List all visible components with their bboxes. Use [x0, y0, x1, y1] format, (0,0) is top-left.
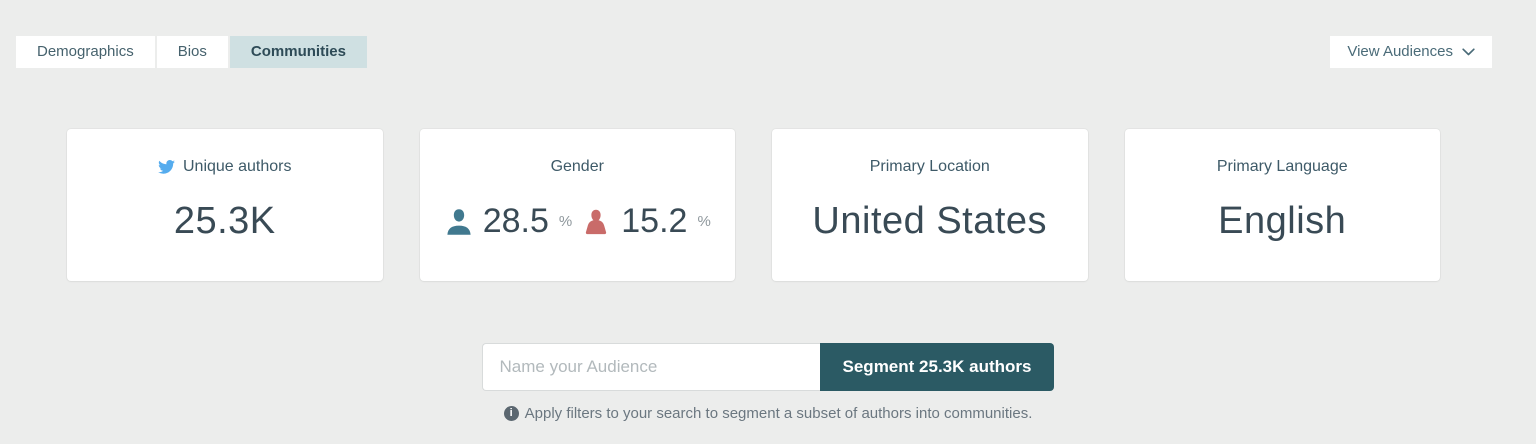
unique-authors-title-row: Unique authors: [158, 158, 292, 176]
audience-name-input[interactable]: [481, 343, 820, 391]
male-person-icon: [444, 206, 474, 237]
primary-language-card: Primary Language English: [1124, 129, 1440, 281]
primary-location-card: Primary Location United States: [772, 129, 1088, 281]
gender-card: Gender 28.5 %: [419, 129, 735, 281]
female-stat: 15.2 %: [582, 202, 711, 241]
primary-language-title: Primary Language: [1216, 158, 1348, 175]
segment-info-text: Apply filters to your search to segment …: [524, 405, 1033, 422]
segment-authors-button[interactable]: Segment 25.3K authors: [819, 343, 1055, 391]
segment-form: Segment 25.3K authors: [0, 343, 1536, 391]
primary-location-value: United States: [812, 200, 1048, 242]
unique-authors-label: Unique authors: [182, 158, 292, 175]
top-bar: Demographics Bios Communities View Audie…: [0, 0, 1536, 68]
tab-group: Demographics Bios Communities: [16, 36, 367, 68]
unique-authors-value: 25.3K: [173, 200, 276, 242]
stat-cards-row: Unique authors 25.3K Gender 28.5 %: [0, 129, 1536, 281]
twitter-icon: [158, 160, 175, 174]
tab-demographics[interactable]: Demographics: [16, 36, 155, 68]
primary-language-value: English: [1218, 200, 1347, 242]
male-percentage: 28.5: [482, 202, 549, 240]
male-stat: 28.5 %: [444, 202, 573, 241]
female-person-icon: [582, 206, 612, 237]
tab-bios[interactable]: Bios: [156, 36, 228, 68]
female-percentage: 15.2: [621, 202, 688, 240]
chevron-down-icon: [1462, 48, 1475, 56]
gender-values-row: 28.5 % 15.2 %: [444, 202, 711, 241]
unique-authors-card: Unique authors 25.3K: [67, 129, 383, 281]
info-icon: i: [503, 406, 519, 421]
male-percent-sign: %: [558, 213, 573, 230]
tab-communities[interactable]: Communities: [229, 36, 367, 68]
gender-title: Gender: [550, 158, 604, 175]
view-audiences-button[interactable]: View Audiences: [1330, 36, 1492, 68]
segment-info-row: i Apply filters to your search to segmen…: [0, 405, 1536, 422]
view-audiences-label: View Audiences: [1347, 43, 1453, 60]
female-percent-sign: %: [697, 213, 711, 230]
primary-location-title: Primary Location: [869, 158, 990, 175]
